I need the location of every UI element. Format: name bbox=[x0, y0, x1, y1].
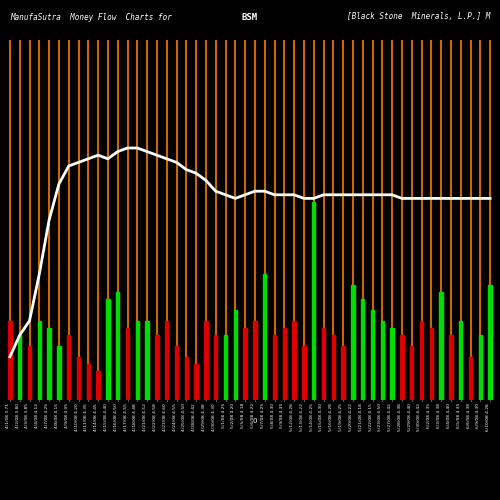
Bar bbox=[342, 346, 345, 400]
Bar bbox=[469, 357, 472, 400]
Bar bbox=[96, 371, 100, 400]
Bar bbox=[106, 299, 110, 400]
Text: ManufaSutra  Money Flow  Charts for: ManufaSutra Money Flow Charts for bbox=[10, 12, 172, 22]
Bar bbox=[420, 321, 423, 400]
Bar bbox=[165, 321, 168, 400]
Bar bbox=[194, 364, 198, 400]
Bar bbox=[282, 328, 286, 400]
Bar bbox=[155, 335, 158, 400]
Bar bbox=[488, 285, 492, 400]
Bar bbox=[361, 299, 364, 400]
Bar bbox=[146, 321, 149, 400]
Text: [Black Stone  Minerals, L.P.] M: [Black Stone Minerals, L.P.] M bbox=[346, 12, 490, 22]
Bar bbox=[67, 335, 70, 400]
Bar bbox=[244, 328, 247, 400]
Bar bbox=[48, 328, 51, 400]
Bar bbox=[312, 202, 316, 400]
Text: BSM: BSM bbox=[242, 12, 258, 22]
Bar bbox=[77, 357, 80, 400]
Bar bbox=[57, 346, 60, 400]
Bar bbox=[136, 321, 139, 400]
Bar bbox=[459, 321, 462, 400]
Bar bbox=[263, 274, 266, 400]
Bar bbox=[351, 285, 354, 400]
Bar bbox=[390, 328, 394, 400]
Bar bbox=[8, 321, 12, 400]
Text: 0: 0 bbox=[252, 418, 257, 424]
Bar bbox=[400, 335, 404, 400]
Bar bbox=[204, 321, 208, 400]
Bar bbox=[302, 346, 306, 400]
Bar bbox=[175, 346, 178, 400]
Bar bbox=[410, 346, 414, 400]
Bar bbox=[332, 335, 335, 400]
Bar bbox=[322, 328, 325, 400]
Bar bbox=[224, 335, 227, 400]
Bar bbox=[478, 335, 482, 400]
Bar bbox=[292, 321, 296, 400]
Bar bbox=[86, 364, 90, 400]
Bar bbox=[371, 310, 374, 400]
Bar bbox=[184, 357, 188, 400]
Bar bbox=[38, 321, 41, 400]
Bar bbox=[28, 346, 31, 400]
Bar bbox=[440, 292, 443, 400]
Bar bbox=[214, 335, 218, 400]
Bar bbox=[449, 335, 452, 400]
Bar bbox=[253, 321, 256, 400]
Bar bbox=[234, 310, 237, 400]
Bar bbox=[273, 335, 276, 400]
Bar bbox=[126, 328, 129, 400]
Bar bbox=[430, 328, 433, 400]
Bar bbox=[18, 335, 22, 400]
Bar bbox=[116, 292, 119, 400]
Bar bbox=[380, 321, 384, 400]
